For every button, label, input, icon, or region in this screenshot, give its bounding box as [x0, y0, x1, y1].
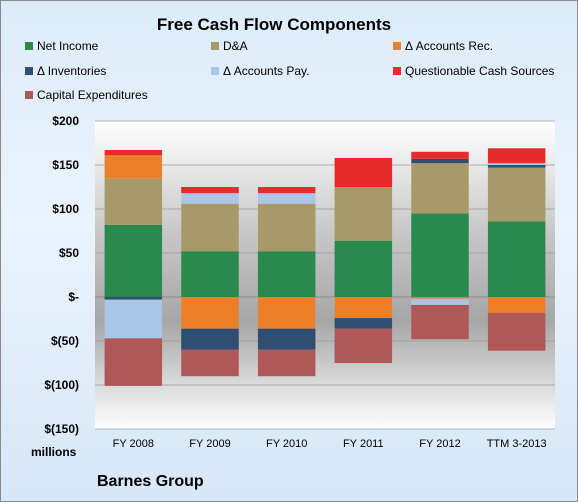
bar-segment-da — [411, 163, 469, 214]
bar-segment-net-income — [411, 213, 469, 297]
chart-title: Free Cash Flow Components — [156, 15, 392, 34]
legend-label-accounts-rec: Δ Accounts Rec. — [405, 39, 494, 53]
legend-label-questionable: Questionable Cash Sources — [405, 64, 555, 78]
y-tick-label: $200 — [52, 114, 79, 128]
y-tick-label: $- — [68, 290, 79, 304]
legend-label-capex: Capital Expenditures — [37, 88, 148, 102]
bar-segment-accounts-rec — [257, 297, 316, 329]
x-tick-label: FY 2012 — [419, 438, 460, 450]
legend-label-accounts-pay: Δ Accounts Pay. — [223, 64, 310, 78]
bar-segment-questionable — [487, 148, 546, 164]
bar-segment-inventories — [487, 165, 546, 168]
bar-segment-da — [257, 203, 316, 252]
bar-segment-accounts-rec — [181, 297, 239, 329]
legend-label-net-income: Net Income — [37, 39, 99, 53]
bar-segment-accounts-rec — [334, 297, 393, 319]
bar-segment-da — [181, 203, 239, 252]
y-tick-label: $50 — [59, 246, 79, 260]
legend-item-inventories: Δ Inventories — [25, 64, 106, 78]
bars — [104, 148, 546, 386]
bar-segment-net-income — [334, 240, 393, 297]
bar-segment-accounts-pay — [487, 163, 546, 165]
gridlines — [95, 120, 555, 430]
y-tick-label: $(50) — [51, 334, 79, 348]
legend-label-inventories: Δ Inventories — [37, 64, 107, 78]
bar-segment-accounts-rec — [487, 297, 546, 313]
x-tick-labels: FY 2008 FY 2009 FY 2010 FY 2011 FY 2012 TTM 3… — [113, 438, 547, 450]
x-tick-label: FY 2008 — [113, 438, 154, 450]
legend-item-capex: Capital Expenditures — [25, 88, 148, 102]
bar-segment-capex — [487, 312, 546, 351]
bar-segment-da — [104, 178, 163, 225]
bar-segment-net-income — [104, 224, 163, 297]
bar-segment-capex — [334, 328, 393, 363]
legend-swatch-da — [211, 42, 219, 50]
bar-segment-questionable — [411, 151, 469, 159]
bar-segment-net-income — [257, 251, 316, 297]
unit-label: millions — [31, 445, 77, 459]
legend-swatch-inventories — [25, 67, 33, 75]
bar-segment-accounts-pay — [257, 193, 316, 204]
bar-segment-accounts-pay — [181, 193, 239, 204]
legend-item-questionable: Questionable Cash Sources — [393, 64, 554, 78]
bar-segment-da — [487, 167, 546, 222]
plot-background — [95, 121, 555, 429]
legend-swatch-accounts-pay — [211, 67, 219, 75]
bar-segment-accounts-rec — [104, 155, 163, 179]
legend-swatch-net-income — [25, 42, 33, 50]
legend-item-accounts-rec: Δ Accounts Rec. — [393, 39, 493, 53]
legend-item-accounts-pay: Δ Accounts Pay. — [211, 64, 310, 78]
bar-segment-da — [334, 187, 393, 241]
bar-segment-capex — [411, 304, 469, 340]
bar-segment-questionable — [181, 187, 239, 194]
bar-segment-net-income — [487, 221, 546, 297]
y-tick-label: $(150) — [44, 422, 79, 436]
company-name: Barnes Group — [97, 473, 204, 490]
bar-segment-inventories — [104, 297, 163, 300]
bar-segment-inventories — [334, 318, 393, 329]
y-tick-label: $100 — [52, 202, 79, 216]
bar-segment-accounts-pay — [411, 298, 469, 305]
x-tick-label: FY 2009 — [189, 438, 230, 450]
legend-swatch-accounts-rec — [393, 42, 401, 50]
bar-segment-questionable — [334, 157, 393, 187]
legend-item-net-income: Net Income — [25, 39, 98, 53]
y-tick-label: $(100) — [44, 378, 79, 392]
bar-segment-capex — [257, 349, 316, 377]
legend-swatch-questionable — [393, 67, 401, 75]
bar-segment-net-income — [181, 251, 239, 297]
bar-segment-questionable — [257, 187, 316, 194]
legend-swatch-capex — [25, 91, 33, 99]
legend-label-da: D&A — [223, 39, 248, 53]
x-tick-label: TTM 3-2013 — [487, 438, 547, 450]
x-tick-label: FY 2010 — [266, 438, 307, 450]
y-tick-labels: $200 $150 $100 $50 $- $(50) $(100) $(150) — [44, 114, 79, 436]
y-tick-label: $150 — [52, 158, 79, 172]
bar-segment-inventories — [181, 328, 239, 350]
bar-segment-capex — [181, 349, 239, 377]
x-tick-label: FY 2011 — [343, 438, 384, 450]
bar-segment-inventories — [411, 158, 469, 164]
legend-item-da: D&A — [211, 39, 248, 53]
bar-segment-capex — [104, 338, 163, 386]
bar-segment-accounts-rec — [411, 297, 469, 299]
bar-segment-accounts-pay — [104, 299, 163, 339]
bar-segment-questionable — [104, 150, 163, 156]
bar-segment-inventories — [257, 328, 316, 350]
